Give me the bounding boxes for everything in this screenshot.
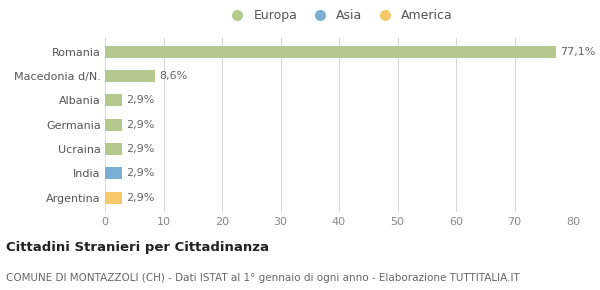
Text: 8,6%: 8,6% bbox=[160, 71, 188, 81]
Text: COMUNE DI MONTAZZOLI (CH) - Dati ISTAT al 1° gennaio di ogni anno - Elaborazione: COMUNE DI MONTAZZOLI (CH) - Dati ISTAT a… bbox=[6, 273, 520, 283]
Text: 2,9%: 2,9% bbox=[126, 120, 154, 130]
Text: 77,1%: 77,1% bbox=[560, 47, 596, 57]
Text: 2,9%: 2,9% bbox=[126, 144, 154, 154]
Legend: Europa, Asia, America: Europa, Asia, America bbox=[223, 6, 455, 24]
Text: 2,9%: 2,9% bbox=[126, 95, 154, 105]
Bar bbox=[105, 143, 122, 155]
Bar bbox=[105, 94, 122, 106]
Bar bbox=[105, 192, 122, 204]
Text: Cittadini Stranieri per Cittadinanza: Cittadini Stranieri per Cittadinanza bbox=[6, 241, 269, 254]
Bar bbox=[105, 70, 155, 82]
Text: 2,9%: 2,9% bbox=[126, 168, 154, 178]
Bar bbox=[105, 167, 122, 180]
Bar bbox=[105, 119, 122, 131]
Text: 2,9%: 2,9% bbox=[126, 193, 154, 203]
Bar bbox=[105, 46, 556, 58]
